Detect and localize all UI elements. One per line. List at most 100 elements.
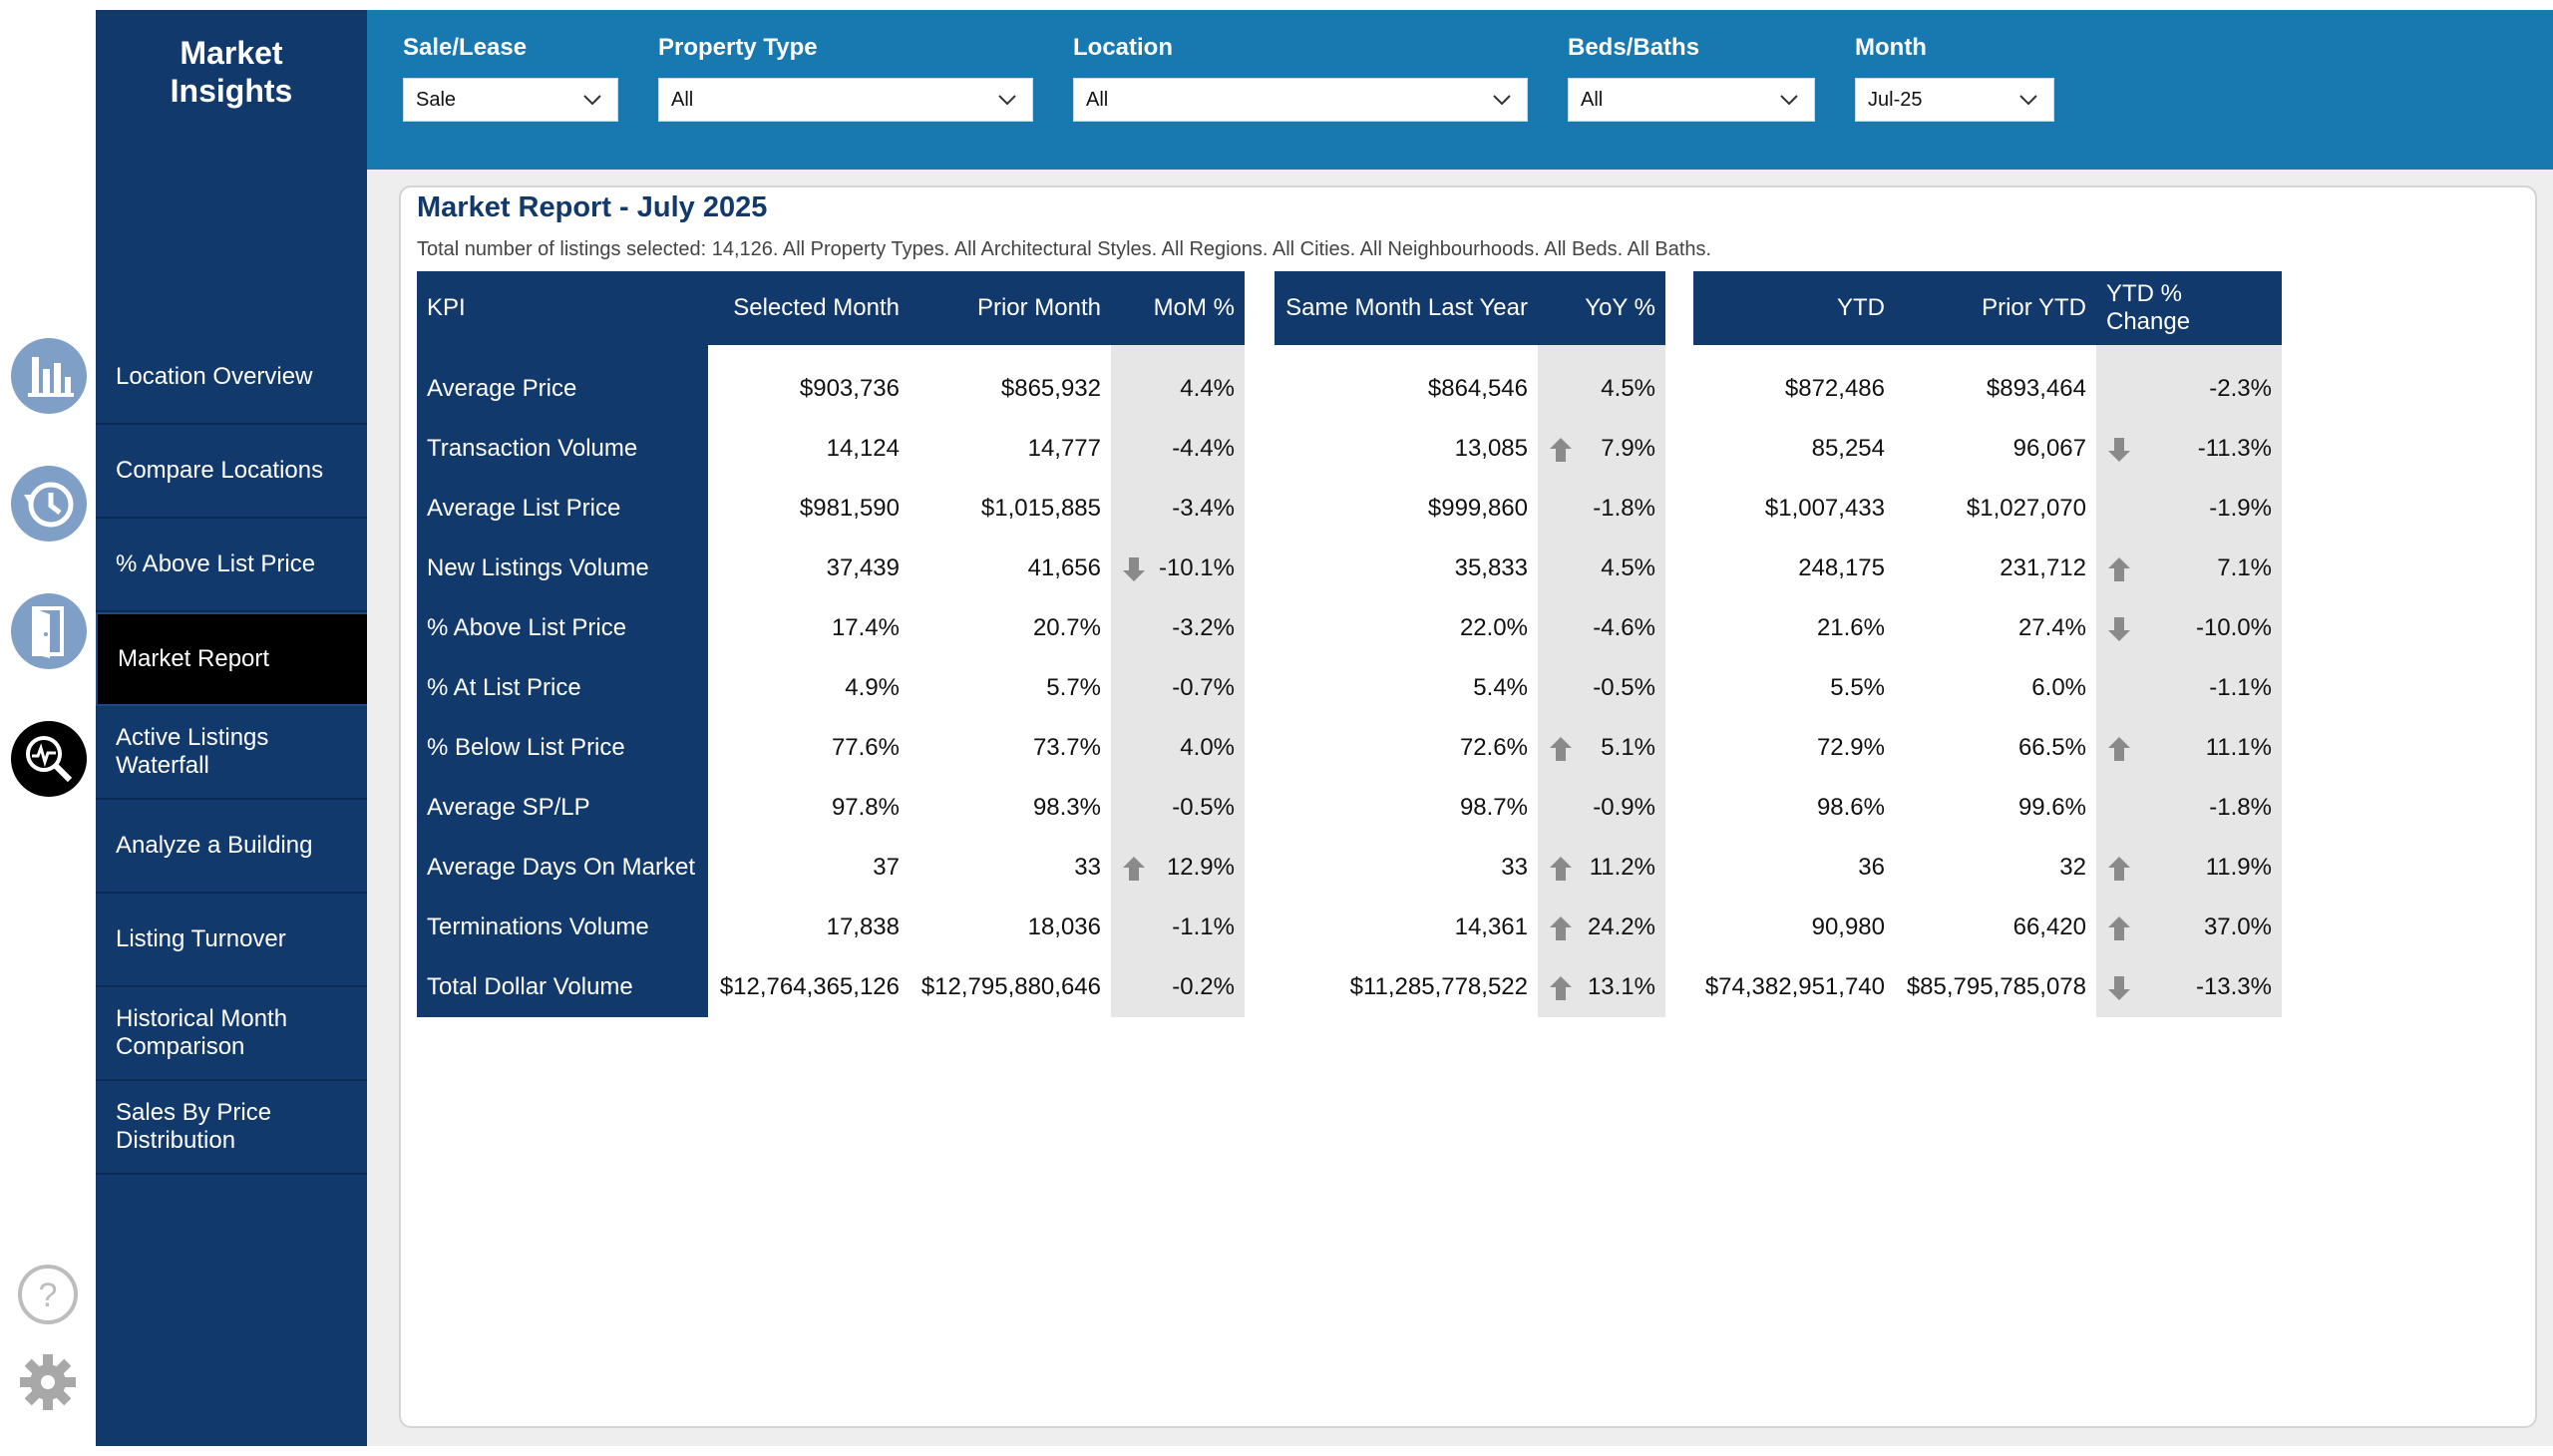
yoy-cell: -0.5% — [1538, 658, 1665, 718]
brand-line-1: Market — [180, 35, 283, 71]
door-exit-icon[interactable] — [10, 592, 88, 670]
kpi-cell-value: Average Days On Market — [427, 854, 696, 881]
bar-chart-icon[interactable] — [10, 337, 88, 415]
yoy-cell-value: 4.5% — [1601, 375, 1655, 402]
arrow-up-icon — [2106, 555, 2132, 583]
help-icon[interactable]: ? — [16, 1263, 80, 1326]
ytd-change-cell: -11.3% — [2096, 419, 2282, 479]
chevron-down-icon — [998, 95, 1016, 106]
nav-item-location-overview[interactable]: Location Overview — [96, 331, 367, 425]
header-yoy[interactable]: YoY % — [1585, 294, 1655, 321]
nav-item-historical-month-comparison[interactable]: Historical Month Comparison — [96, 987, 367, 1081]
nav-item-analyze-a-building[interactable]: Analyze a Building — [96, 800, 367, 894]
arrow-up-icon — [2106, 855, 2132, 883]
nav-item-compare-locations[interactable]: Compare Locations — [96, 425, 367, 519]
table-row: 36 32 11.9% — [1693, 838, 2282, 898]
ytd-change-cell-value: -1.9% — [2209, 495, 2272, 522]
table-row: 35,833 4.5% — [1275, 539, 1665, 598]
svg-text:?: ? — [39, 1276, 58, 1314]
nav-item-label: Compare Locations — [116, 457, 324, 484]
spacer-cell — [2096, 345, 2282, 359]
table-spacer — [1693, 345, 2282, 359]
selected-month-cell-value: 14,124 — [826, 435, 900, 462]
table-row: $74,382,951,740 $85,795,785,078 -13.3% — [1693, 957, 2282, 1017]
arrow-up-icon — [1548, 974, 1574, 1002]
analyze-magnifier-icon[interactable] — [10, 720, 88, 798]
nav-item-label: Active Listings Waterfall — [116, 724, 269, 779]
prior-month-cell: $1,015,885 — [910, 479, 1111, 539]
prior-ytd-cell: $1,027,070 — [1895, 479, 2096, 539]
kpi-cell: % Above List Price — [417, 598, 708, 658]
chevron-down-icon — [583, 95, 601, 106]
table-row: 72.6% 5.1% — [1275, 718, 1665, 778]
property-type-dropdown[interactable]: All — [658, 78, 1033, 122]
spacer-cell — [1538, 345, 1665, 359]
kpi-cell-value: Terminations Volume — [427, 913, 649, 940]
sale-lease-dropdown[interactable]: Sale — [403, 78, 618, 122]
prior-ytd-cell: 99.6% — [1895, 778, 2096, 838]
ytd-cell-value: 36 — [1858, 854, 1885, 881]
ytd-change-cell: -1.1% — [2096, 658, 2282, 718]
header-prior-month[interactable]: Prior Month — [976, 294, 1101, 321]
header-ytd-change[interactable]: YTD % Change — [2106, 280, 2191, 335]
prior-month-cell-value: $1,015,885 — [980, 495, 1101, 522]
table-row: Average List Price $981,590 $1,015,885 -3.4… — [417, 479, 1245, 539]
same-month-last-year-cell-value: 13,085 — [1454, 435, 1528, 462]
nav-item-active-listings-waterfall[interactable]: Active Listings Waterfall — [96, 706, 367, 800]
selected-month-cell: 4.9% — [708, 658, 910, 718]
header-selected-month[interactable]: Selected Month — [733, 294, 900, 321]
beds-baths-dropdown[interactable]: All — [1568, 78, 1815, 122]
same-month-last-year-cell-value: 5.4% — [1473, 674, 1528, 701]
kpi-cell: Average List Price — [417, 479, 708, 539]
prior-month-cell-value: 73.7% — [1032, 734, 1101, 761]
table-row: 22.0% -4.6% — [1275, 598, 1665, 658]
prior-month-cell: 73.7% — [910, 718, 1111, 778]
mom-cell-value: -0.5% — [1172, 794, 1235, 821]
nav-item-market-report[interactable]: Market Report — [96, 612, 383, 706]
prior-ytd-cell: 231,712 — [1895, 539, 2096, 598]
header-ytd[interactable]: YTD — [1837, 294, 1885, 321]
prior-month-cell-value: 20.7% — [1032, 614, 1101, 641]
kpi-cell-value: % Below List Price — [427, 734, 625, 761]
mom-cell: -0.5% — [1111, 778, 1245, 838]
header-prior-ytd[interactable]: Prior YTD — [1982, 294, 2086, 321]
location-dropdown[interactable]: All — [1073, 78, 1528, 122]
nav-item-sales-by-price-distribution[interactable]: Sales By Price Distribution — [96, 1081, 367, 1175]
spacer-cell — [1693, 345, 1895, 359]
kpi-cell-value: Transaction Volume — [427, 435, 638, 462]
same-month-last-year-cell-value: $11,285,778,522 — [1349, 973, 1528, 1000]
prior-month-cell: 5.7% — [910, 658, 1111, 718]
table-row: 85,254 96,067 -11.3% — [1693, 419, 2282, 479]
gear-icon[interactable] — [16, 1350, 80, 1414]
prior-month-cell-value: 14,777 — [1027, 435, 1101, 462]
yoy-cell-value: 5.1% — [1601, 734, 1655, 761]
kpi-cell: % Below List Price — [417, 718, 708, 778]
mom-cell-value: -4.4% — [1172, 435, 1235, 462]
mom-cell: -0.2% — [1111, 957, 1245, 1017]
prior-month-cell-value: 41,656 — [1027, 554, 1101, 581]
nav-item-above-list-price[interactable]: % Above List Price — [96, 519, 367, 612]
prior-month-cell-value: $12,795,880,646 — [920, 973, 1101, 1000]
spacer-cell — [417, 345, 708, 359]
selected-month-cell-value: 37 — [873, 854, 900, 881]
arrow-down-icon — [2106, 974, 2132, 1002]
yoy-cell-value: -0.5% — [1593, 674, 1655, 701]
yoy-cell: 5.1% — [1538, 718, 1665, 778]
header-mom[interactable]: MoM % — [1153, 294, 1235, 321]
ytd-cell: $1,007,433 — [1693, 479, 1895, 539]
yoy-cell: 13.1% — [1538, 957, 1665, 1017]
month-dropdown[interactable]: Jul-25 — [1855, 78, 2054, 122]
filter-label: Sale/Lease — [403, 34, 528, 61]
mom-cell: -1.1% — [1111, 898, 1245, 957]
arrow-up-icon — [1548, 735, 1574, 763]
nav-item-listing-turnover[interactable]: Listing Turnover — [96, 894, 367, 987]
header-same-month-last-year[interactable]: Same Month Last Year — [1285, 294, 1528, 321]
kpi-cell-value: % At List Price — [427, 674, 581, 701]
prior-ytd-cell-value: $85,795,785,078 — [1906, 973, 2086, 1000]
same-month-last-year-cell: 98.7% — [1275, 778, 1538, 838]
selected-month-cell: $981,590 — [708, 479, 910, 539]
table-spacer — [1275, 345, 1665, 359]
history-icon[interactable] — [10, 465, 88, 543]
ytd-cell: $74,382,951,740 — [1693, 957, 1895, 1017]
prior-month-cell: 14,777 — [910, 419, 1111, 479]
